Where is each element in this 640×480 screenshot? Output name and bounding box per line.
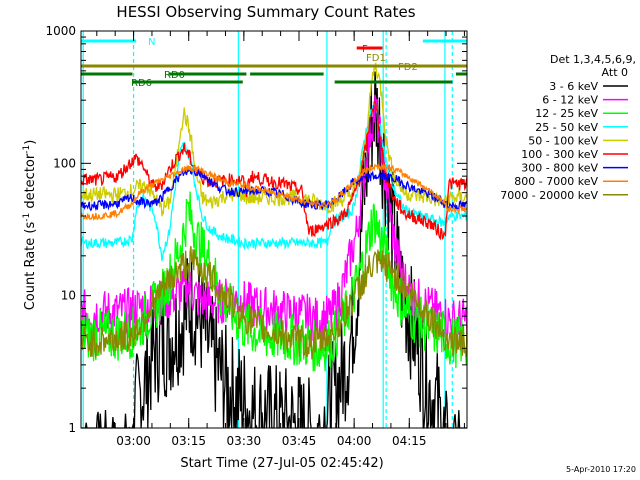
label-rd0: RD0 bbox=[164, 70, 185, 81]
y-axis-label-mid: detector bbox=[23, 153, 38, 213]
series-layer bbox=[80, 62, 468, 429]
y-tick-label-2: 100 bbox=[53, 156, 76, 170]
y-tick-label-0: 1 bbox=[68, 421, 76, 435]
legend-label-7: 800 - 7000 keV bbox=[514, 175, 598, 188]
series-line-8 bbox=[80, 246, 468, 360]
x-tick-label-2: 03:30 bbox=[227, 434, 262, 448]
y-axis-label-end: ) bbox=[23, 140, 38, 145]
x-tick-label-1: 03:15 bbox=[171, 434, 206, 448]
label-rd6: RD6 bbox=[131, 78, 152, 89]
y-axis-label-sup1: -1 bbox=[22, 213, 32, 222]
legend-label-8: 7000 - 20000 keV bbox=[500, 189, 598, 202]
chart-title: HESSI Observing Summary Count Rates bbox=[116, 3, 415, 21]
label-fd1: FD1 bbox=[366, 53, 386, 64]
legend-title-line1: Det 1,3,4,5,6,9, bbox=[550, 53, 636, 66]
legend-label-3: 25 - 50 keV bbox=[535, 121, 598, 134]
axes-frame bbox=[80, 30, 468, 429]
x-axis-label: Start Time (27-Jul-05 02:45:42) bbox=[180, 456, 383, 471]
legend-label-6: 300 - 800 keV bbox=[521, 162, 598, 175]
y-tick-label-3: 1000 bbox=[45, 24, 76, 38]
legend-label-4: 50 - 100 keV bbox=[528, 134, 598, 147]
legend-label-1: 6 - 12 keV bbox=[542, 94, 598, 107]
x-tick-label-0: 03:00 bbox=[116, 434, 151, 448]
y-tick-label-1: 10 bbox=[61, 289, 76, 303]
legend-label-2: 12 - 25 keV bbox=[535, 107, 598, 120]
series-line-6 bbox=[80, 166, 468, 212]
x-tick-label-5: 04:15 bbox=[392, 434, 427, 448]
series-line-5 bbox=[80, 100, 468, 241]
label-fd2: FD2 bbox=[398, 62, 418, 73]
legend-title-line2: Att 0 bbox=[602, 66, 628, 79]
label-n: N bbox=[148, 37, 155, 48]
axes: 1 10 100 1000 03:00 03:15 03:30 03:45 04:00 04:15 bbox=[45, 24, 468, 448]
legend-label-0: 3 - 6 keV bbox=[549, 80, 598, 93]
legend-label-5: 100 - 300 keV bbox=[521, 148, 598, 161]
label-f: F bbox=[362, 44, 368, 55]
y-axis-label-sup2: -1 bbox=[22, 145, 32, 154]
y-axis-label: Count Rate (s-1 detector-1) bbox=[22, 140, 38, 311]
y-axis-label-main: Count Rate (s bbox=[23, 222, 38, 311]
series-line-3 bbox=[80, 101, 468, 261]
x-tick-label-3: 03:45 bbox=[282, 434, 317, 448]
x-tick-label-4: 04:00 bbox=[337, 434, 372, 448]
footer-timestamp: 5-Apr-2010 17:20 bbox=[566, 465, 636, 474]
series-line-7 bbox=[80, 162, 468, 222]
